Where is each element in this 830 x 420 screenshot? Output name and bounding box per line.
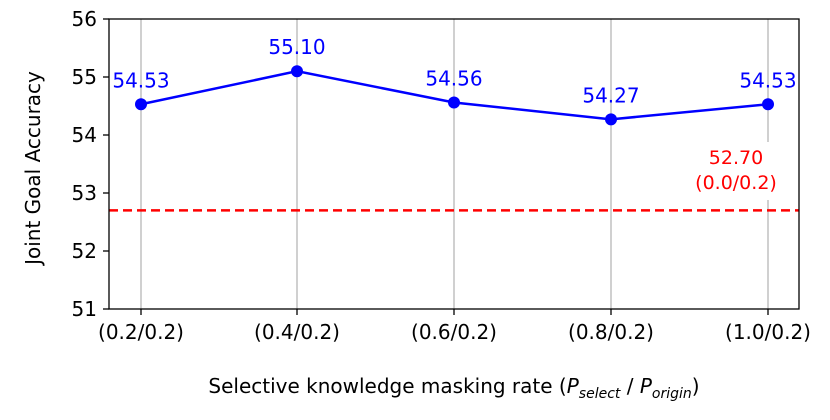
baseline-setting-label: (0.0/0.2)	[695, 172, 777, 194]
x-axis-label: Selective knowledge masking rate (Pselec…	[208, 374, 699, 402]
data-label: 54.27	[582, 83, 639, 107]
y-tick-label: 51	[72, 297, 97, 321]
x-label-sep: /	[620, 374, 639, 398]
series-layer	[135, 65, 774, 126]
data-point	[448, 96, 460, 109]
data-point	[135, 98, 147, 111]
data-label: 54.53	[739, 68, 796, 92]
y-axis-label: Joint Goal Accuracy	[21, 71, 45, 267]
data-label: 54.53	[112, 68, 169, 92]
x-label-sub2: origin	[652, 386, 692, 402]
x-tick-label: (0.6/0.2)	[411, 320, 497, 344]
data-point	[291, 65, 303, 78]
data-point	[762, 98, 774, 111]
x-tick-label: (0.2/0.2)	[98, 320, 184, 344]
x-label-p2: P	[640, 374, 653, 398]
y-axis-ticks: 51 52 53 54 55 56	[72, 7, 109, 321]
x-tick-label: (0.4/0.2)	[254, 320, 340, 344]
y-tick-label: 53	[72, 181, 97, 205]
y-tick-label: 54	[72, 123, 97, 147]
x-gridlines	[140, 19, 769, 309]
data-label: 54.56	[425, 67, 482, 91]
x-label-p1: P	[567, 374, 580, 398]
data-label: 55.10	[268, 35, 325, 59]
data-point	[605, 113, 617, 126]
y-tick-label: 52	[72, 239, 97, 263]
x-axis-ticks: (0.2/0.2) (0.4/0.2) (0.6/0.2) (0.8/0.2) (1.0…	[98, 309, 811, 344]
data-labels: 54.53 55.10 54.56 54.27 54.53 52.70 (0.0/0.2)	[112, 35, 797, 200]
y-tick-label: 55	[72, 65, 97, 89]
baseline-label-background	[688, 142, 784, 200]
x-tick-label: (1.0/0.2)	[725, 320, 811, 344]
x-label-sub1: select	[579, 386, 621, 402]
x-label-prefix: Selective knowledge masking rate (	[208, 374, 566, 398]
x-tick-label: (0.8/0.2)	[568, 320, 654, 344]
baseline-value-label: 52.70	[709, 147, 763, 169]
y-tick-label: 56	[72, 7, 97, 31]
x-label-suffix: )	[692, 374, 700, 398]
